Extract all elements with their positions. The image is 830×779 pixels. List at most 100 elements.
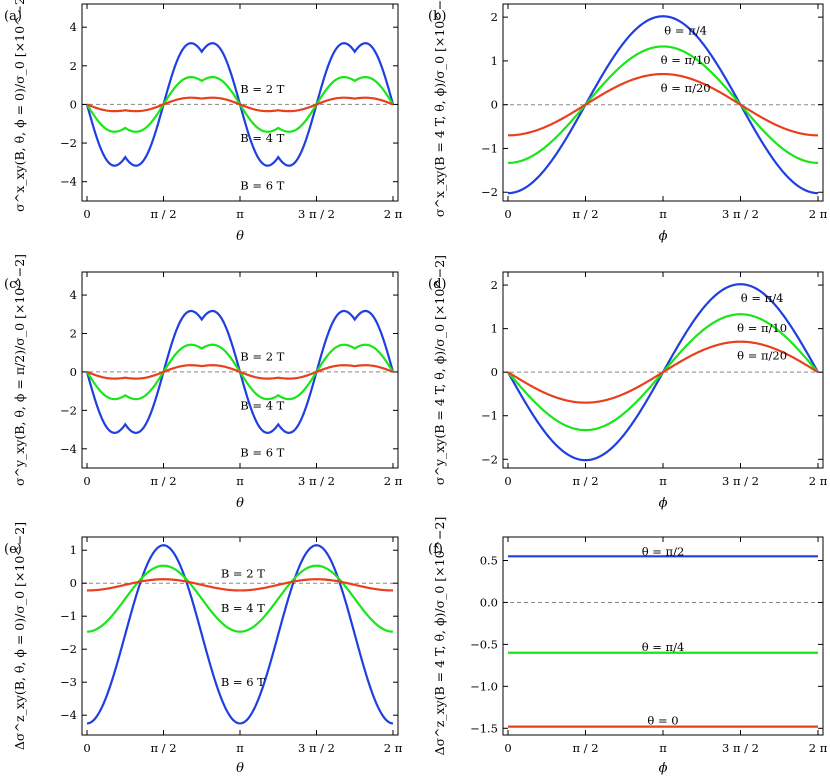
- x-tick-label: 0: [504, 474, 511, 488]
- panel-b: 0 π / 2 π 3 π / 2 2 π −2 −1 0 1 2 θ = π/4 θ = π/10 θ…: [428, 0, 828, 244]
- series-annotation: θ = 0: [647, 714, 678, 728]
- series-annotation: θ = π/4: [664, 23, 707, 37]
- x-tick-label: 3 π / 2: [298, 474, 335, 488]
- x-tick-label: 0: [83, 207, 90, 221]
- x-tick-label: π: [236, 741, 244, 755]
- y-tick-label: 0.5: [480, 553, 498, 567]
- panel-d: 0 π / 2 π 3 π / 2 2 π −2 −1 0 1 2 θ = π/4 θ = π/10 θ…: [428, 255, 828, 511]
- panel-e: 0 π / 2 π 3 π / 2 2 π −4 −3 −2 −1 0 1 B = 2 T B = 4 …: [4, 522, 403, 776]
- y-tick-label: −1: [481, 409, 498, 423]
- x-tick-label: 3 π / 2: [722, 741, 759, 755]
- x-tick-label: 0: [504, 741, 511, 755]
- x-tick-label: 0: [83, 474, 90, 488]
- series-annotation: B = 4 T: [240, 399, 284, 413]
- x-tick-label: 2 π: [384, 474, 403, 488]
- y-tick-label: −2: [60, 642, 77, 656]
- y-tick-label: −3: [60, 675, 77, 689]
- series-annotation: B = 2 T: [240, 82, 284, 96]
- x-tick-label: 2 π: [384, 741, 403, 755]
- x-tick-label: π / 2: [572, 741, 598, 755]
- y-tick-label: 1: [491, 322, 498, 336]
- x-axis-label: θ: [236, 496, 244, 511]
- x-tick-label: π / 2: [150, 207, 176, 221]
- y-tick-label: 0: [70, 365, 77, 379]
- x-tick-label: π: [236, 207, 244, 221]
- y-tick-label: −0.5: [470, 637, 498, 651]
- x-axis-label: θ: [236, 229, 244, 244]
- series-annotation: θ = π/4: [741, 291, 784, 305]
- y-tick-label: 2: [491, 10, 498, 24]
- y-tick-label: 2: [70, 326, 77, 340]
- x-tick-label: 3 π / 2: [298, 741, 335, 755]
- x-tick-label: 0: [83, 741, 90, 755]
- y-axis-label: σ^x_xy(B, θ, ϕ = 0)/σ_0 [×10^−2]: [12, 0, 27, 212]
- y-axis-label: Δσ^z_xy(B, θ, ϕ = 0)/σ_0 [×10^−2]: [12, 522, 27, 750]
- x-tick-label: π: [659, 474, 667, 488]
- x-tick-label: π / 2: [150, 474, 176, 488]
- y-tick-label: 0: [491, 365, 498, 379]
- y-tick-label: 0: [491, 98, 498, 112]
- x-tick-label: 2 π: [809, 474, 828, 488]
- series-annotation: B = 6 T: [240, 179, 284, 193]
- x-tick-label: 3 π / 2: [298, 207, 335, 221]
- y-axis-label: σ^x_xy(B = 4 T, θ, ϕ)/σ_0 [×10^−2]: [432, 0, 447, 217]
- x-tick-label: 3 π / 2: [722, 207, 759, 221]
- y-tick-label: −1: [60, 609, 77, 623]
- y-tick-label: −4: [60, 175, 77, 189]
- y-tick-label: −2: [481, 452, 498, 466]
- series-annotation: θ = π/2: [642, 544, 685, 558]
- y-tick-label: −2: [481, 185, 498, 199]
- y-axis-label: Δσ^z_xy(B = 4 T, θ, ϕ)/σ_0 [×10^−2]: [432, 517, 447, 756]
- x-tick-label: 2 π: [809, 741, 828, 755]
- series-annotation: θ = π/10: [737, 321, 787, 335]
- x-tick-label: π / 2: [150, 741, 176, 755]
- x-tick-label: π: [236, 474, 244, 488]
- y-tick-label: −1: [481, 141, 498, 155]
- y-axis-label: σ^y_xy(B, θ, ϕ = π/2)/σ_0 [×10^−2]: [12, 254, 27, 486]
- y-tick-label: 2: [491, 278, 498, 292]
- panel-a: 0 π / 2 π 3 π / 2 2 π −4 −2 0 2 4 B = 2 T B = 4 T B …: [4, 0, 403, 244]
- series-annotation: θ = π/4: [642, 640, 685, 654]
- series-annotation: θ = π/20: [661, 81, 711, 95]
- x-tick-label: 2 π: [809, 207, 828, 221]
- x-tick-label: π / 2: [572, 474, 598, 488]
- series-annotation: B = 4 T: [221, 601, 265, 615]
- x-tick-label: 3 π / 2: [722, 474, 759, 488]
- series-annotation: θ = π/20: [737, 349, 787, 363]
- x-axis-label: θ: [236, 761, 244, 776]
- x-axis-label: ϕ: [659, 229, 668, 244]
- y-tick-label: −2: [60, 403, 77, 417]
- series-annotation: B = 4 T: [240, 131, 284, 145]
- series-annotation: B = 2 T: [240, 350, 284, 364]
- x-axis-label: ϕ: [659, 761, 668, 776]
- plot-frame: [503, 4, 823, 201]
- y-tick-label: 2: [70, 59, 77, 73]
- figure: 0 π / 2 π 3 π / 2 2 π −4 −2 0 2 4 B = 2 T B = 4 T B …: [0, 0, 830, 779]
- y-axis-label: σ^y_xy(B = 4 T, θ, ϕ)/σ_0 [×10^−2]: [432, 255, 447, 485]
- x-tick-label: 0: [504, 207, 511, 221]
- y-tick-label: −2: [60, 136, 77, 150]
- x-tick-label: π: [659, 741, 667, 755]
- series-annotation: B = 2 T: [221, 566, 265, 580]
- y-tick-label: −1.5: [470, 721, 498, 735]
- panel-f: 0 π / 2 π 3 π / 2 2 π −1.5 −1.0 −0.5 0.0 0.5 θ = π…: [428, 517, 828, 776]
- series-annotation: B = 6 T: [240, 446, 284, 460]
- y-tick-label: 1: [491, 54, 498, 68]
- plot-frame: [503, 537, 823, 735]
- y-tick-label: −4: [60, 708, 77, 722]
- y-tick-label: 0.0: [480, 595, 498, 609]
- y-tick-label: 4: [70, 20, 77, 34]
- series-annotation: θ = π/10: [661, 53, 711, 67]
- x-axis-label: ϕ: [659, 496, 668, 511]
- x-tick-label: 2 π: [384, 207, 403, 221]
- x-tick-label: π: [659, 207, 667, 221]
- y-tick-label: 0: [70, 97, 77, 111]
- panel-c: 0 π / 2 π 3 π / 2 2 π −4 −2 0 2 4 B = 2 T B = 4 T B …: [4, 254, 403, 511]
- y-tick-label: −4: [60, 442, 77, 456]
- y-tick-label: 0: [70, 576, 77, 590]
- x-tick-label: π / 2: [572, 207, 598, 221]
- series-annotation: B = 6 T: [221, 675, 265, 689]
- y-tick-label: −1.0: [470, 679, 498, 693]
- y-tick-label: 1: [70, 543, 77, 557]
- y-tick-label: 4: [70, 288, 77, 302]
